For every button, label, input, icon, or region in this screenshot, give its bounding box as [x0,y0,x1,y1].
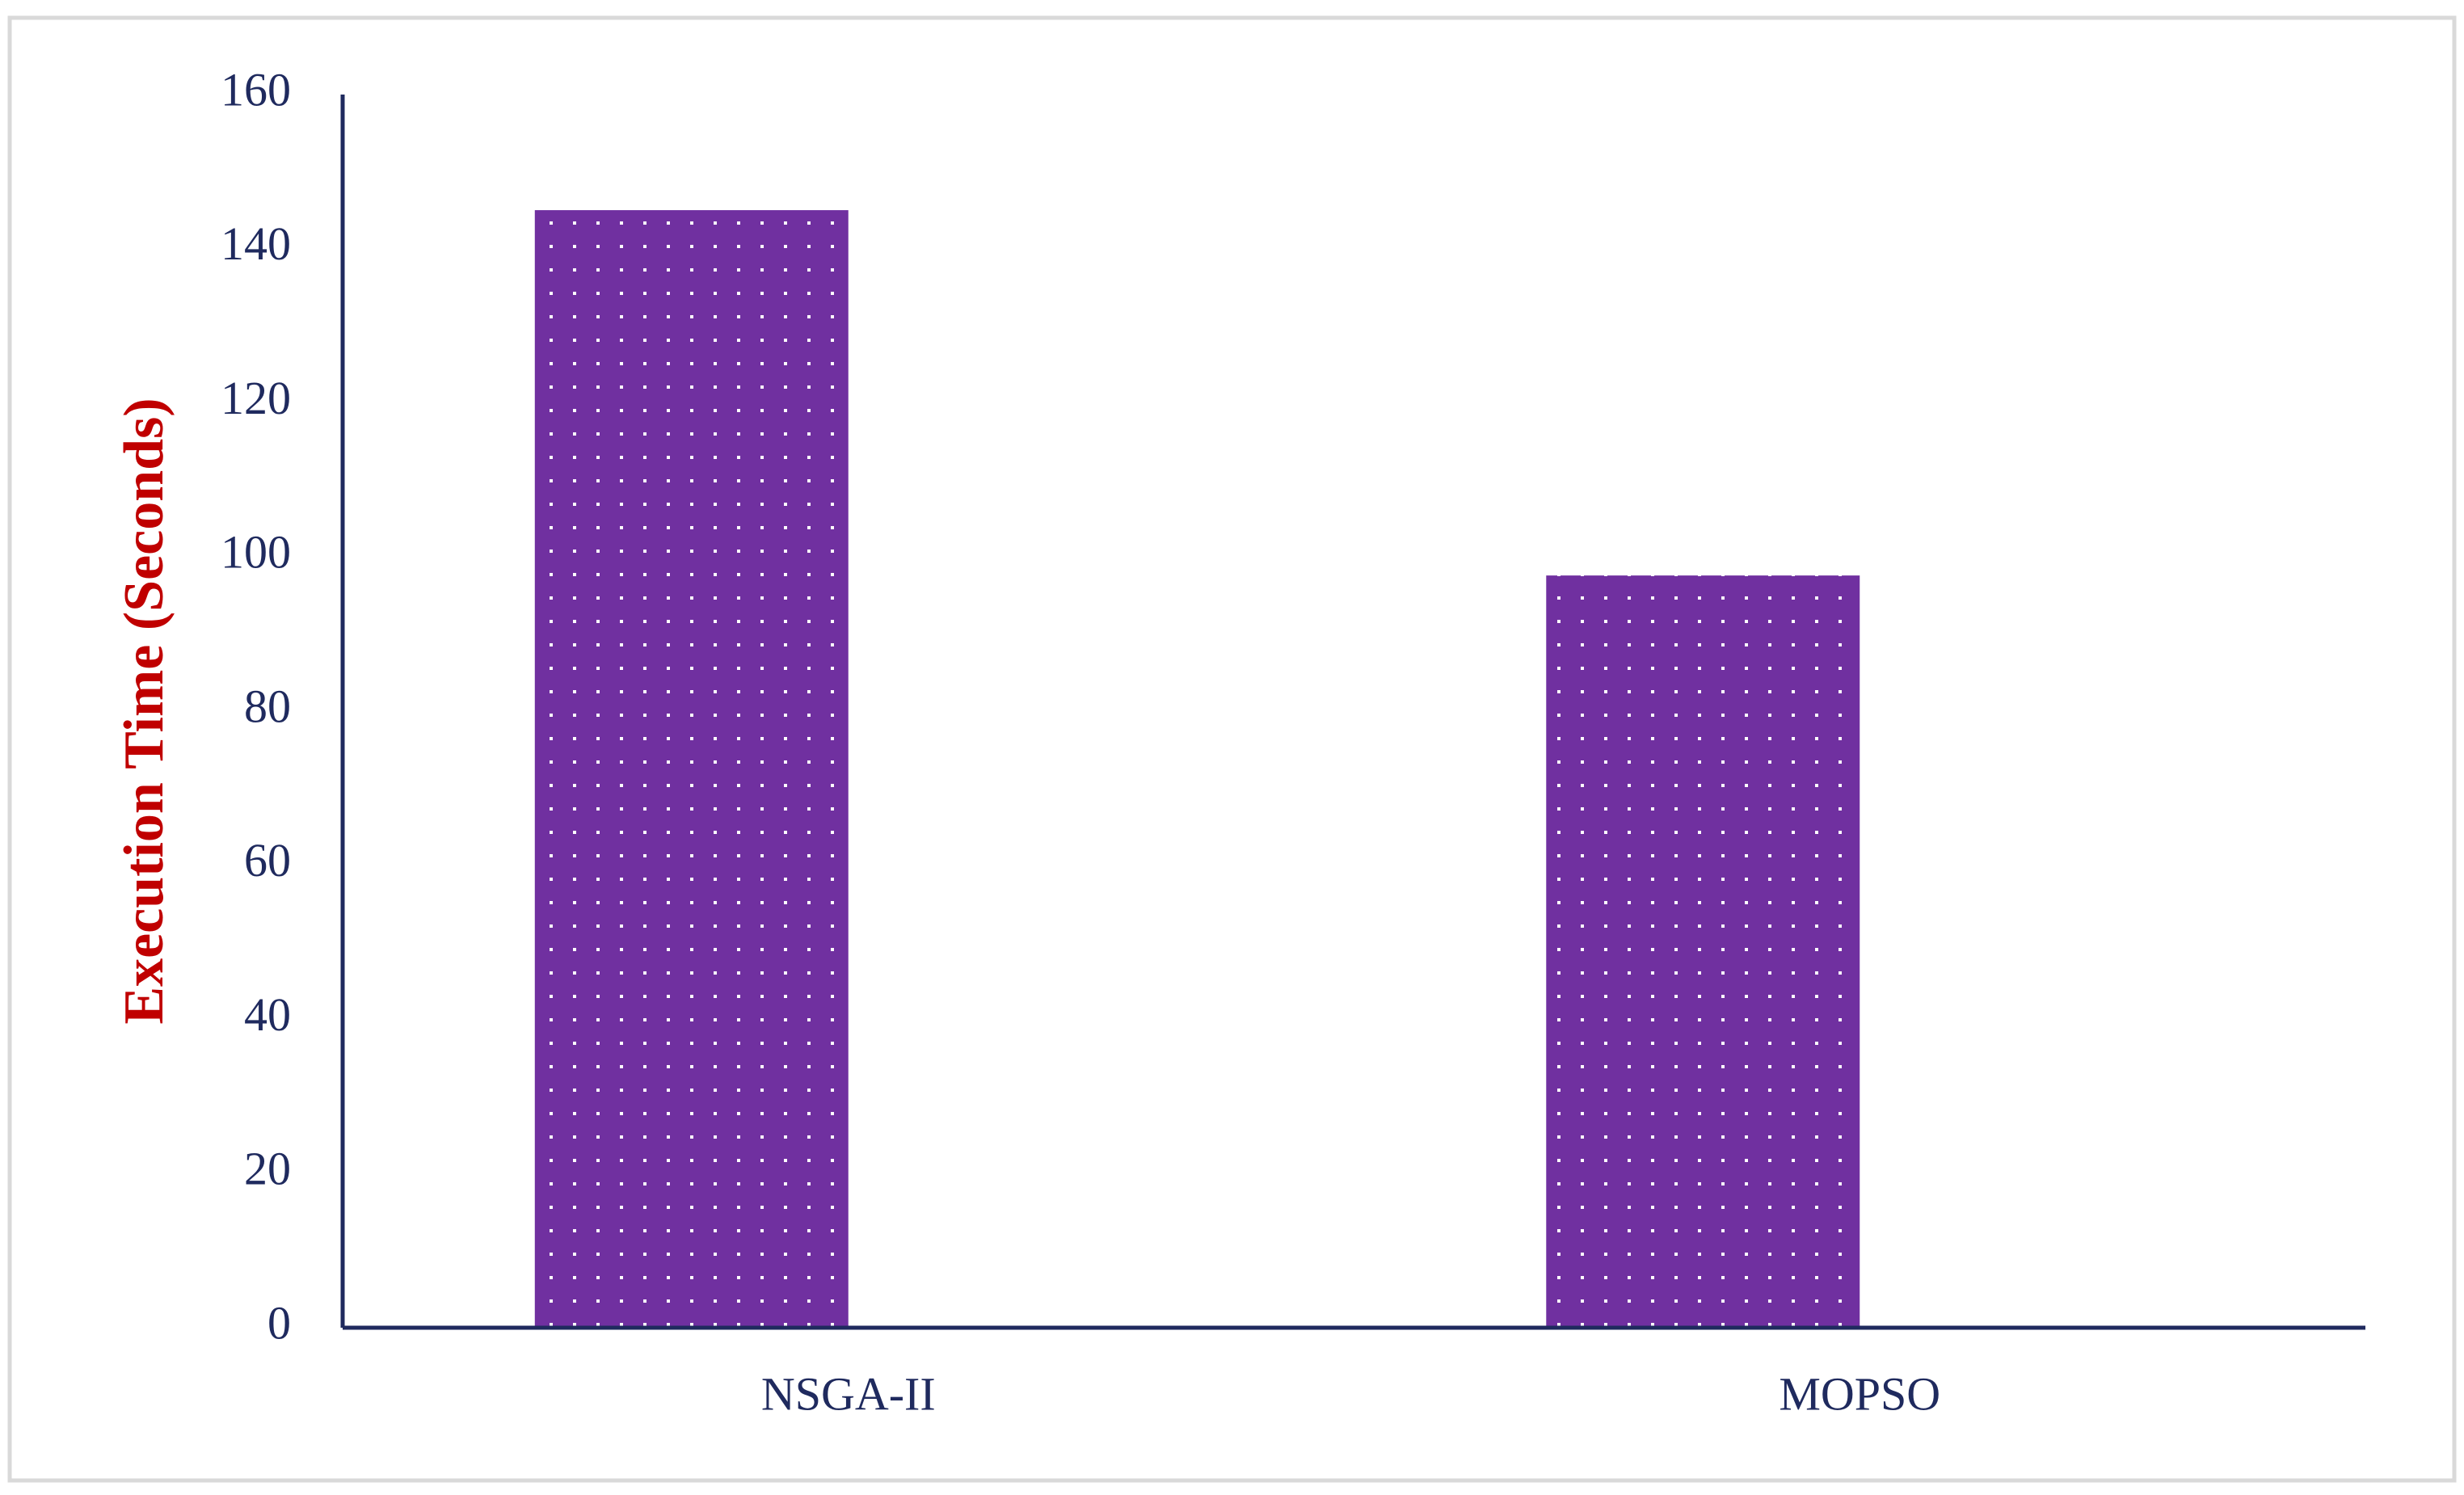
y-tick-label: 0 [267,1296,291,1349]
x-tick-label: NSGA-II [761,1367,936,1420]
y-axis-label: Execution Time (Seconds) [113,398,175,1024]
y-tick-label: 140 [221,217,291,270]
y-tick-label: 80 [244,680,291,732]
y-tick-label: 160 [221,63,291,116]
chart-frame [7,15,2457,1483]
y-tick-label: 20 [244,1143,291,1195]
y-tick-label: 60 [244,834,291,886]
bar [1546,575,1860,1328]
y-tick-label: 40 [244,988,291,1041]
y-tick-label: 100 [221,526,291,579]
x-tick-label: MOPSO [1779,1367,1940,1420]
y-tick-label: 120 [221,372,291,424]
bar [534,210,849,1328]
